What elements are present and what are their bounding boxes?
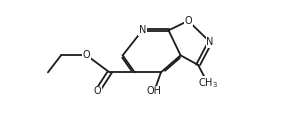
Text: N: N: [139, 25, 146, 35]
Text: CH$_3$: CH$_3$: [198, 77, 218, 90]
Text: OH: OH: [147, 86, 162, 96]
Text: N: N: [206, 37, 214, 47]
Text: O: O: [94, 86, 101, 96]
Text: O: O: [83, 50, 91, 60]
Text: O: O: [184, 16, 192, 26]
